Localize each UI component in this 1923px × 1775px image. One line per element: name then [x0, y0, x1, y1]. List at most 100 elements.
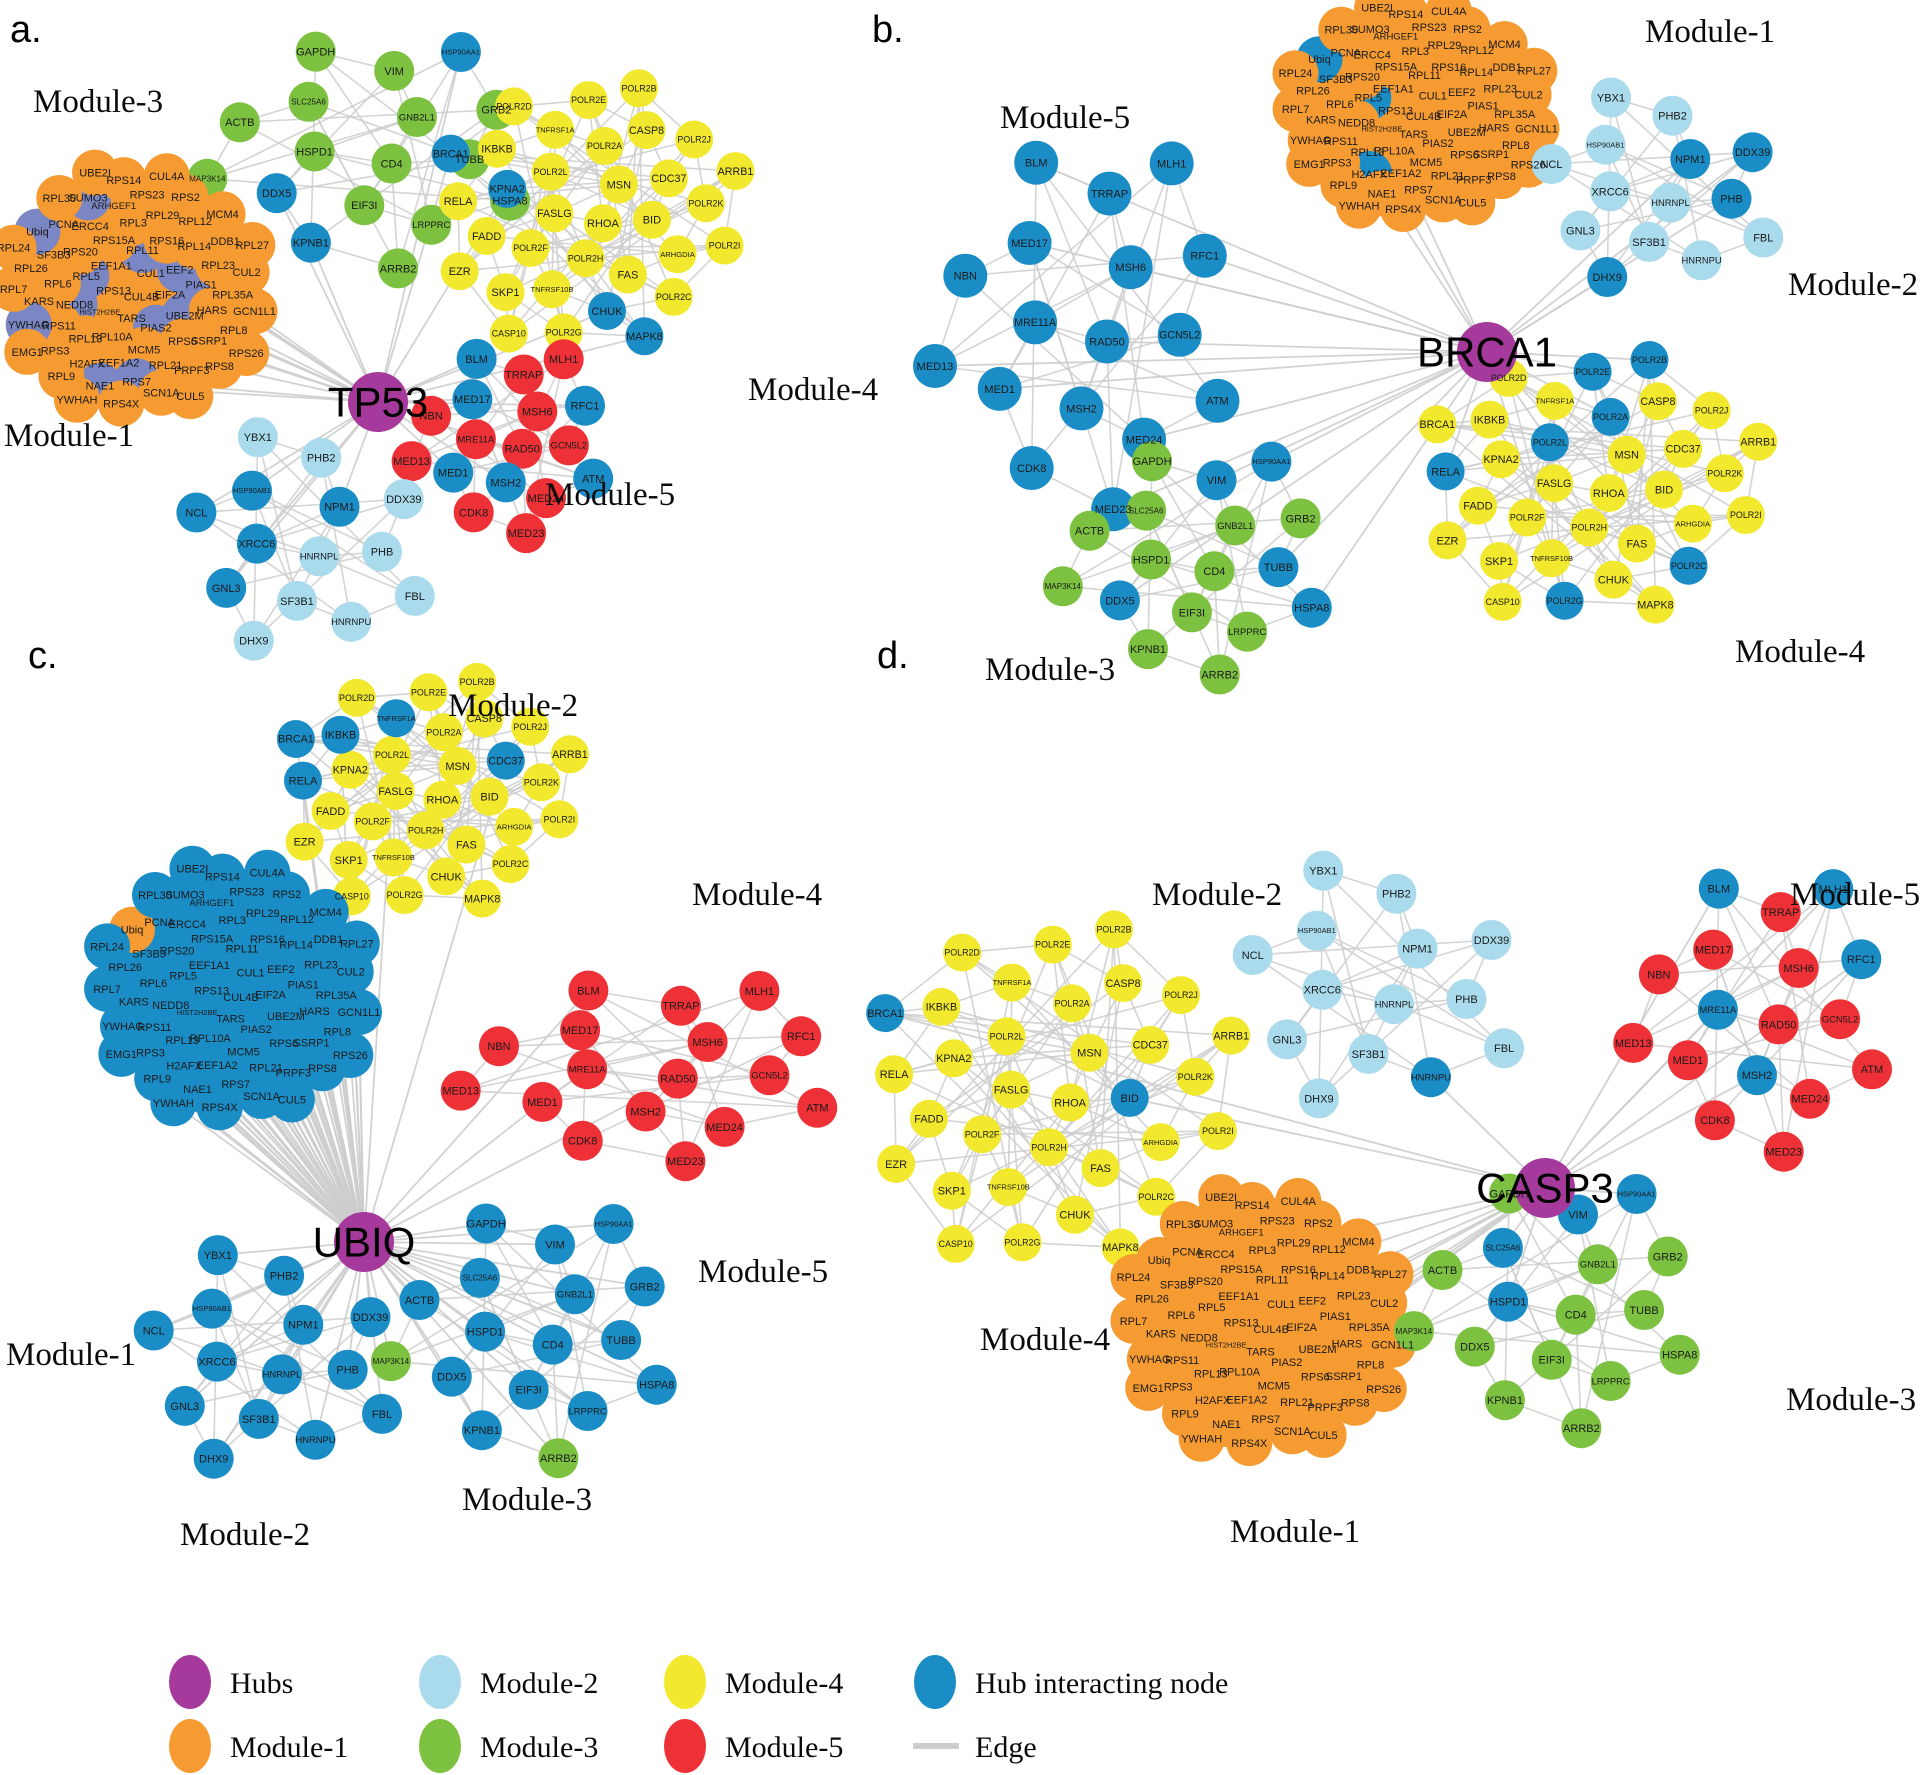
node-label-Ubiq: Ubiq — [26, 226, 49, 238]
edge — [314, 150, 511, 202]
node-label-HIST2H2BE: HIST2H2BE — [79, 307, 120, 316]
node-label-GNB2L1: GNB2L1 — [1217, 520, 1253, 531]
node-MSH2 — [485, 462, 526, 503]
node-YWHAH — [1178, 1415, 1225, 1462]
node-MAPK8 — [1636, 585, 1675, 624]
node-label-CUL5: CUL5 — [1310, 1430, 1338, 1442]
node-MED1 — [1667, 1040, 1708, 1081]
node-label-RPS14: RPS14 — [1235, 1200, 1270, 1212]
hub-edge — [1486, 151, 1754, 353]
node-POLR2K — [522, 763, 561, 802]
node-label-H2AFX: H2AFX — [69, 358, 105, 370]
node-label-RPL3: RPL3 — [1402, 46, 1430, 58]
node-label-RPL8: RPL8 — [220, 325, 248, 337]
node-label-POLR2J: POLR2J — [513, 722, 547, 732]
node-KPNB1 — [1484, 1380, 1525, 1421]
node-label-ACTB: ACTB — [225, 117, 254, 129]
node-EIF3I — [344, 185, 385, 226]
node-CHUK — [1594, 560, 1633, 599]
module-caption-a-Module-5: Module-5 — [545, 477, 675, 513]
node-label-RPL24: RPL24 — [1279, 68, 1313, 80]
node-SLC25A6 — [1482, 1227, 1523, 1268]
node-RHOA — [583, 204, 622, 243]
node-MED1 — [522, 1081, 563, 1122]
node-CHUK — [588, 292, 626, 330]
node-label-SF3B3: SF3B3 — [1319, 74, 1353, 86]
node-label-TNFRSF10B: TNFRSF10B — [1530, 554, 1573, 563]
node-label-MRE11A: MRE11A — [457, 433, 495, 444]
node-DDX5 — [431, 1356, 472, 1397]
node-label-FASLG: FASLG — [1537, 478, 1571, 490]
node-label-GRB2: GRB2 — [1653, 1251, 1683, 1263]
hub-edge — [363, 989, 590, 1243]
node-label-ATM: ATM — [806, 1103, 828, 1115]
edge — [981, 1097, 1130, 1135]
node-RPS4X — [98, 380, 145, 427]
node-ACTB — [1069, 510, 1110, 551]
hub-label-CASP3: CASP3 — [1476, 1165, 1614, 1212]
node-MAPK8 — [625, 317, 664, 356]
node-label-RHOA: RHOA — [587, 218, 619, 230]
node-label-PIAS1: PIAS1 — [1320, 1311, 1351, 1323]
edge — [1069, 929, 1115, 1103]
node-EZR — [877, 1144, 916, 1183]
node-POLR2L — [987, 1017, 1026, 1056]
node-label-MAP3K14: MAP3K14 — [189, 175, 226, 184]
node-ATM — [1195, 378, 1240, 423]
node-PHB2 — [1652, 95, 1693, 136]
node-label-POLR2I: POLR2I — [544, 814, 576, 824]
node-label-TNFRSF1A: TNFRSF1A — [377, 714, 416, 723]
node-NBN — [479, 1026, 519, 1067]
node-label-POLR2D: POLR2D — [339, 693, 375, 703]
node-label-SF3B1: SF3B1 — [280, 596, 314, 608]
node-label-HSP90AB1: HSP90AB1 — [233, 486, 271, 495]
node-label-RPL23: RPL23 — [1483, 83, 1517, 95]
node-CDK8 — [453, 492, 494, 533]
node-label-POLR2K: POLR2K — [524, 777, 559, 787]
node-label-RPL27: RPL27 — [1374, 1269, 1408, 1281]
node-GNL3 — [206, 567, 247, 608]
edge — [586, 1068, 818, 1109]
node-BLM — [456, 338, 497, 379]
edge — [1777, 1024, 1785, 1152]
node-FAS — [608, 255, 647, 294]
node-label-ARHGEF1: ARHGEF1 — [91, 201, 136, 212]
node-label-CUL5: CUL5 — [1458, 197, 1486, 209]
node-label-RPS16: RPS16 — [250, 934, 285, 946]
node-label-ARHGEF1: ARHGEF1 — [1219, 1227, 1264, 1238]
hub-node-CASP3 — [1515, 1158, 1575, 1218]
node-label-RPS4X: RPS4X — [103, 398, 140, 410]
node-HSP90AA1 — [1616, 1174, 1657, 1214]
node-RPL27 — [333, 920, 380, 967]
node-BRCA1 — [1418, 405, 1457, 444]
node-label-NEDD8: NEDD8 — [56, 299, 93, 311]
node-POLR2C — [491, 845, 530, 884]
node-label-RPS13: RPS13 — [1378, 106, 1413, 118]
node-label-RPL14: RPL14 — [1311, 1270, 1345, 1282]
node-label-ARHGDIA: ARHGDIA — [1675, 519, 1711, 528]
edge — [1442, 1269, 1612, 1382]
node-label-SCN1A: SCN1A — [143, 388, 180, 400]
edge — [885, 1012, 1090, 1054]
node-YBX1 — [1303, 850, 1344, 891]
node-MED13 — [391, 441, 432, 482]
hub-edge — [1129, 1097, 1546, 1189]
node-HNRNPL — [299, 536, 340, 577]
edge — [1010, 1089, 1122, 1248]
node-YBX1 — [237, 417, 278, 458]
node-GCN5L2 — [749, 1055, 790, 1096]
node-DDX39 — [350, 1297, 391, 1338]
node-label-PRPF3: PRPF3 — [1307, 1402, 1342, 1414]
node-label-EMG1: EMG1 — [1294, 159, 1325, 171]
node-label-ARRB1: ARRB1 — [552, 749, 588, 761]
edge — [557, 1223, 615, 1459]
node-NPM1 — [1670, 139, 1711, 179]
node-label-CUL2: CUL2 — [337, 966, 365, 978]
node-MAP3K14 — [370, 1341, 411, 1382]
node-TNFRSF1A — [993, 963, 1031, 1002]
node-SKP1 — [932, 1171, 971, 1210]
node-HSPA8 — [1659, 1334, 1700, 1375]
node-label-RPS11: RPS11 — [1165, 1355, 1199, 1367]
node-label-RPL24: RPL24 — [90, 941, 124, 953]
node-label-DDX39: DDX39 — [386, 494, 421, 506]
